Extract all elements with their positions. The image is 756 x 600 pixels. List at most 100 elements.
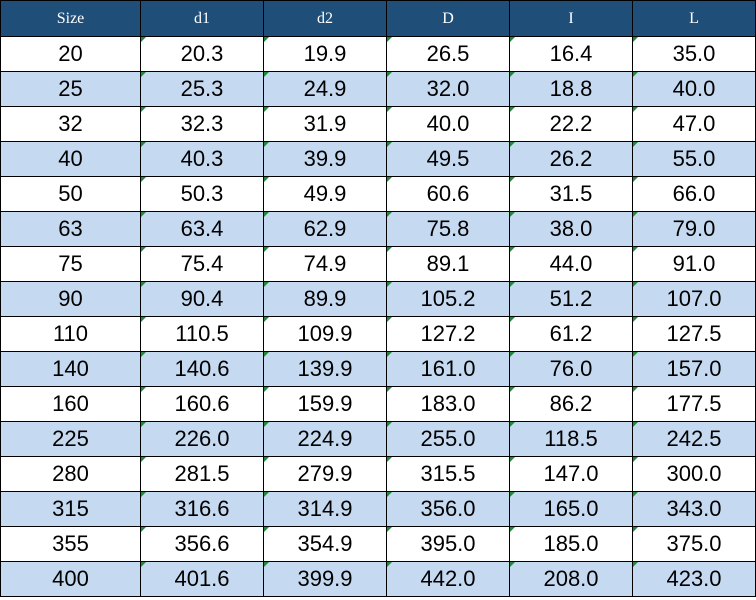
table-cell: 183.0 [386, 386, 510, 422]
table-cell: 315.5 [386, 456, 510, 492]
table-cell: 89.1 [386, 246, 510, 282]
table-cell: 110.5 [140, 316, 264, 352]
table-cell: 40.0 [632, 71, 756, 107]
table-cell: 185.0 [509, 526, 633, 562]
table-cell: 105.2 [386, 281, 510, 317]
table-cell: 75.4 [140, 246, 264, 282]
table-row: 63 63.4 62.9 75.8 38.0 79.0 [0, 211, 756, 247]
table-cell: 63.4 [140, 211, 264, 247]
table-cell: 356.6 [140, 526, 264, 562]
table-row: 90 90.4 89.9 105.2 51.2 107.0 [0, 281, 756, 317]
table-cell: 44.0 [509, 246, 633, 282]
table-cell: 423.0 [632, 561, 756, 597]
table-cell: 161.0 [386, 351, 510, 387]
table-cell: 224.9 [263, 421, 387, 457]
table-cell: 75.8 [386, 211, 510, 247]
table-cell: 49.9 [263, 176, 387, 212]
table-row: 400 401.6 399.9 442.0 208.0 423.0 [0, 561, 756, 597]
table-cell: 354.9 [263, 526, 387, 562]
table-cell: 399.9 [263, 561, 387, 597]
table-cell: 75 [0, 246, 141, 282]
table-cell: 31.5 [509, 176, 633, 212]
table-cell: 79.0 [632, 211, 756, 247]
table-cell: 279.9 [263, 456, 387, 492]
table-cell: 89.9 [263, 281, 387, 317]
table-cell: 38.0 [509, 211, 633, 247]
table-cell: 50.3 [140, 176, 264, 212]
table-cell: 61.2 [509, 316, 633, 352]
table-cell: 165.0 [509, 491, 633, 527]
table-row: 20 20.3 19.9 26.5 16.4 35.0 [0, 36, 756, 72]
table-row: 32 32.3 31.9 40.0 22.2 47.0 [0, 106, 756, 142]
table-cell: 76.0 [509, 351, 633, 387]
table-cell: 281.5 [140, 456, 264, 492]
table-cell: 157.0 [632, 351, 756, 387]
table-row: 75 75.4 74.9 89.1 44.0 91.0 [0, 246, 756, 282]
table-row: 25 25.3 24.9 32.0 18.8 40.0 [0, 71, 756, 107]
table-cell: 355 [0, 526, 141, 562]
header-cell: I [509, 0, 633, 37]
table-cell: 18.8 [509, 71, 633, 107]
table-cell: 127.5 [632, 316, 756, 352]
table-cell: 300.0 [632, 456, 756, 492]
table-cell: 356.0 [386, 491, 510, 527]
table-cell: 35.0 [632, 36, 756, 72]
header-row: Size d1 d2 D I L [0, 0, 756, 37]
table-cell: 127.2 [386, 316, 510, 352]
table-cell: 225 [0, 421, 141, 457]
table-cell: 40 [0, 141, 141, 177]
table-cell: 140.6 [140, 351, 264, 387]
table-row: 140 140.6 139.9 161.0 76.0 157.0 [0, 351, 756, 387]
table-cell: 147.0 [509, 456, 633, 492]
table-cell: 177.5 [632, 386, 756, 422]
table-cell: 40.3 [140, 141, 264, 177]
table-cell: 315 [0, 491, 141, 527]
table-row: 315 316.6 314.9 356.0 165.0 343.0 [0, 491, 756, 527]
table-cell: 160.6 [140, 386, 264, 422]
table-cell: 160 [0, 386, 141, 422]
table-cell: 39.9 [263, 141, 387, 177]
table-cell: 19.9 [263, 36, 387, 72]
table-cell: 343.0 [632, 491, 756, 527]
table-row: 355 356.6 354.9 395.0 185.0 375.0 [0, 526, 756, 562]
table-cell: 20 [0, 36, 141, 72]
table-row: 160 160.6 159.9 183.0 86.2 177.5 [0, 386, 756, 422]
table-cell: 255.0 [386, 421, 510, 457]
table-cell: 47.0 [632, 106, 756, 142]
table-cell: 62.9 [263, 211, 387, 247]
table-cell: 242.5 [632, 421, 756, 457]
table-cell: 40.0 [386, 106, 510, 142]
table-cell: 51.2 [509, 281, 633, 317]
table-cell: 107.0 [632, 281, 756, 317]
table-cell: 139.9 [263, 351, 387, 387]
table-cell: 226.0 [140, 421, 264, 457]
table-cell: 91.0 [632, 246, 756, 282]
table-cell: 32.0 [386, 71, 510, 107]
table-cell: 25.3 [140, 71, 264, 107]
table-cell: 159.9 [263, 386, 387, 422]
table-cell: 66.0 [632, 176, 756, 212]
header-cell: d2 [263, 0, 387, 37]
table-cell: 25 [0, 71, 141, 107]
table-cell: 208.0 [509, 561, 633, 597]
table-row: 40 40.3 39.9 49.5 26.2 55.0 [0, 141, 756, 177]
table-cell: 109.9 [263, 316, 387, 352]
table-row: 50 50.3 49.9 60.6 31.5 66.0 [0, 176, 756, 212]
table-cell: 140 [0, 351, 141, 387]
table-cell: 314.9 [263, 491, 387, 527]
header-cell: d1 [140, 0, 264, 37]
table-cell: 32.3 [140, 106, 264, 142]
table-cell: 280 [0, 456, 141, 492]
table-cell: 32 [0, 106, 141, 142]
table-cell: 24.9 [263, 71, 387, 107]
table-cell: 26.2 [509, 141, 633, 177]
table-cell: 74.9 [263, 246, 387, 282]
table-cell: 90.4 [140, 281, 264, 317]
table-cell: 31.9 [263, 106, 387, 142]
table-cell: 26.5 [386, 36, 510, 72]
header-cell: L [632, 0, 756, 37]
table-cell: 22.2 [509, 106, 633, 142]
table-cell: 55.0 [632, 141, 756, 177]
table-cell: 86.2 [509, 386, 633, 422]
